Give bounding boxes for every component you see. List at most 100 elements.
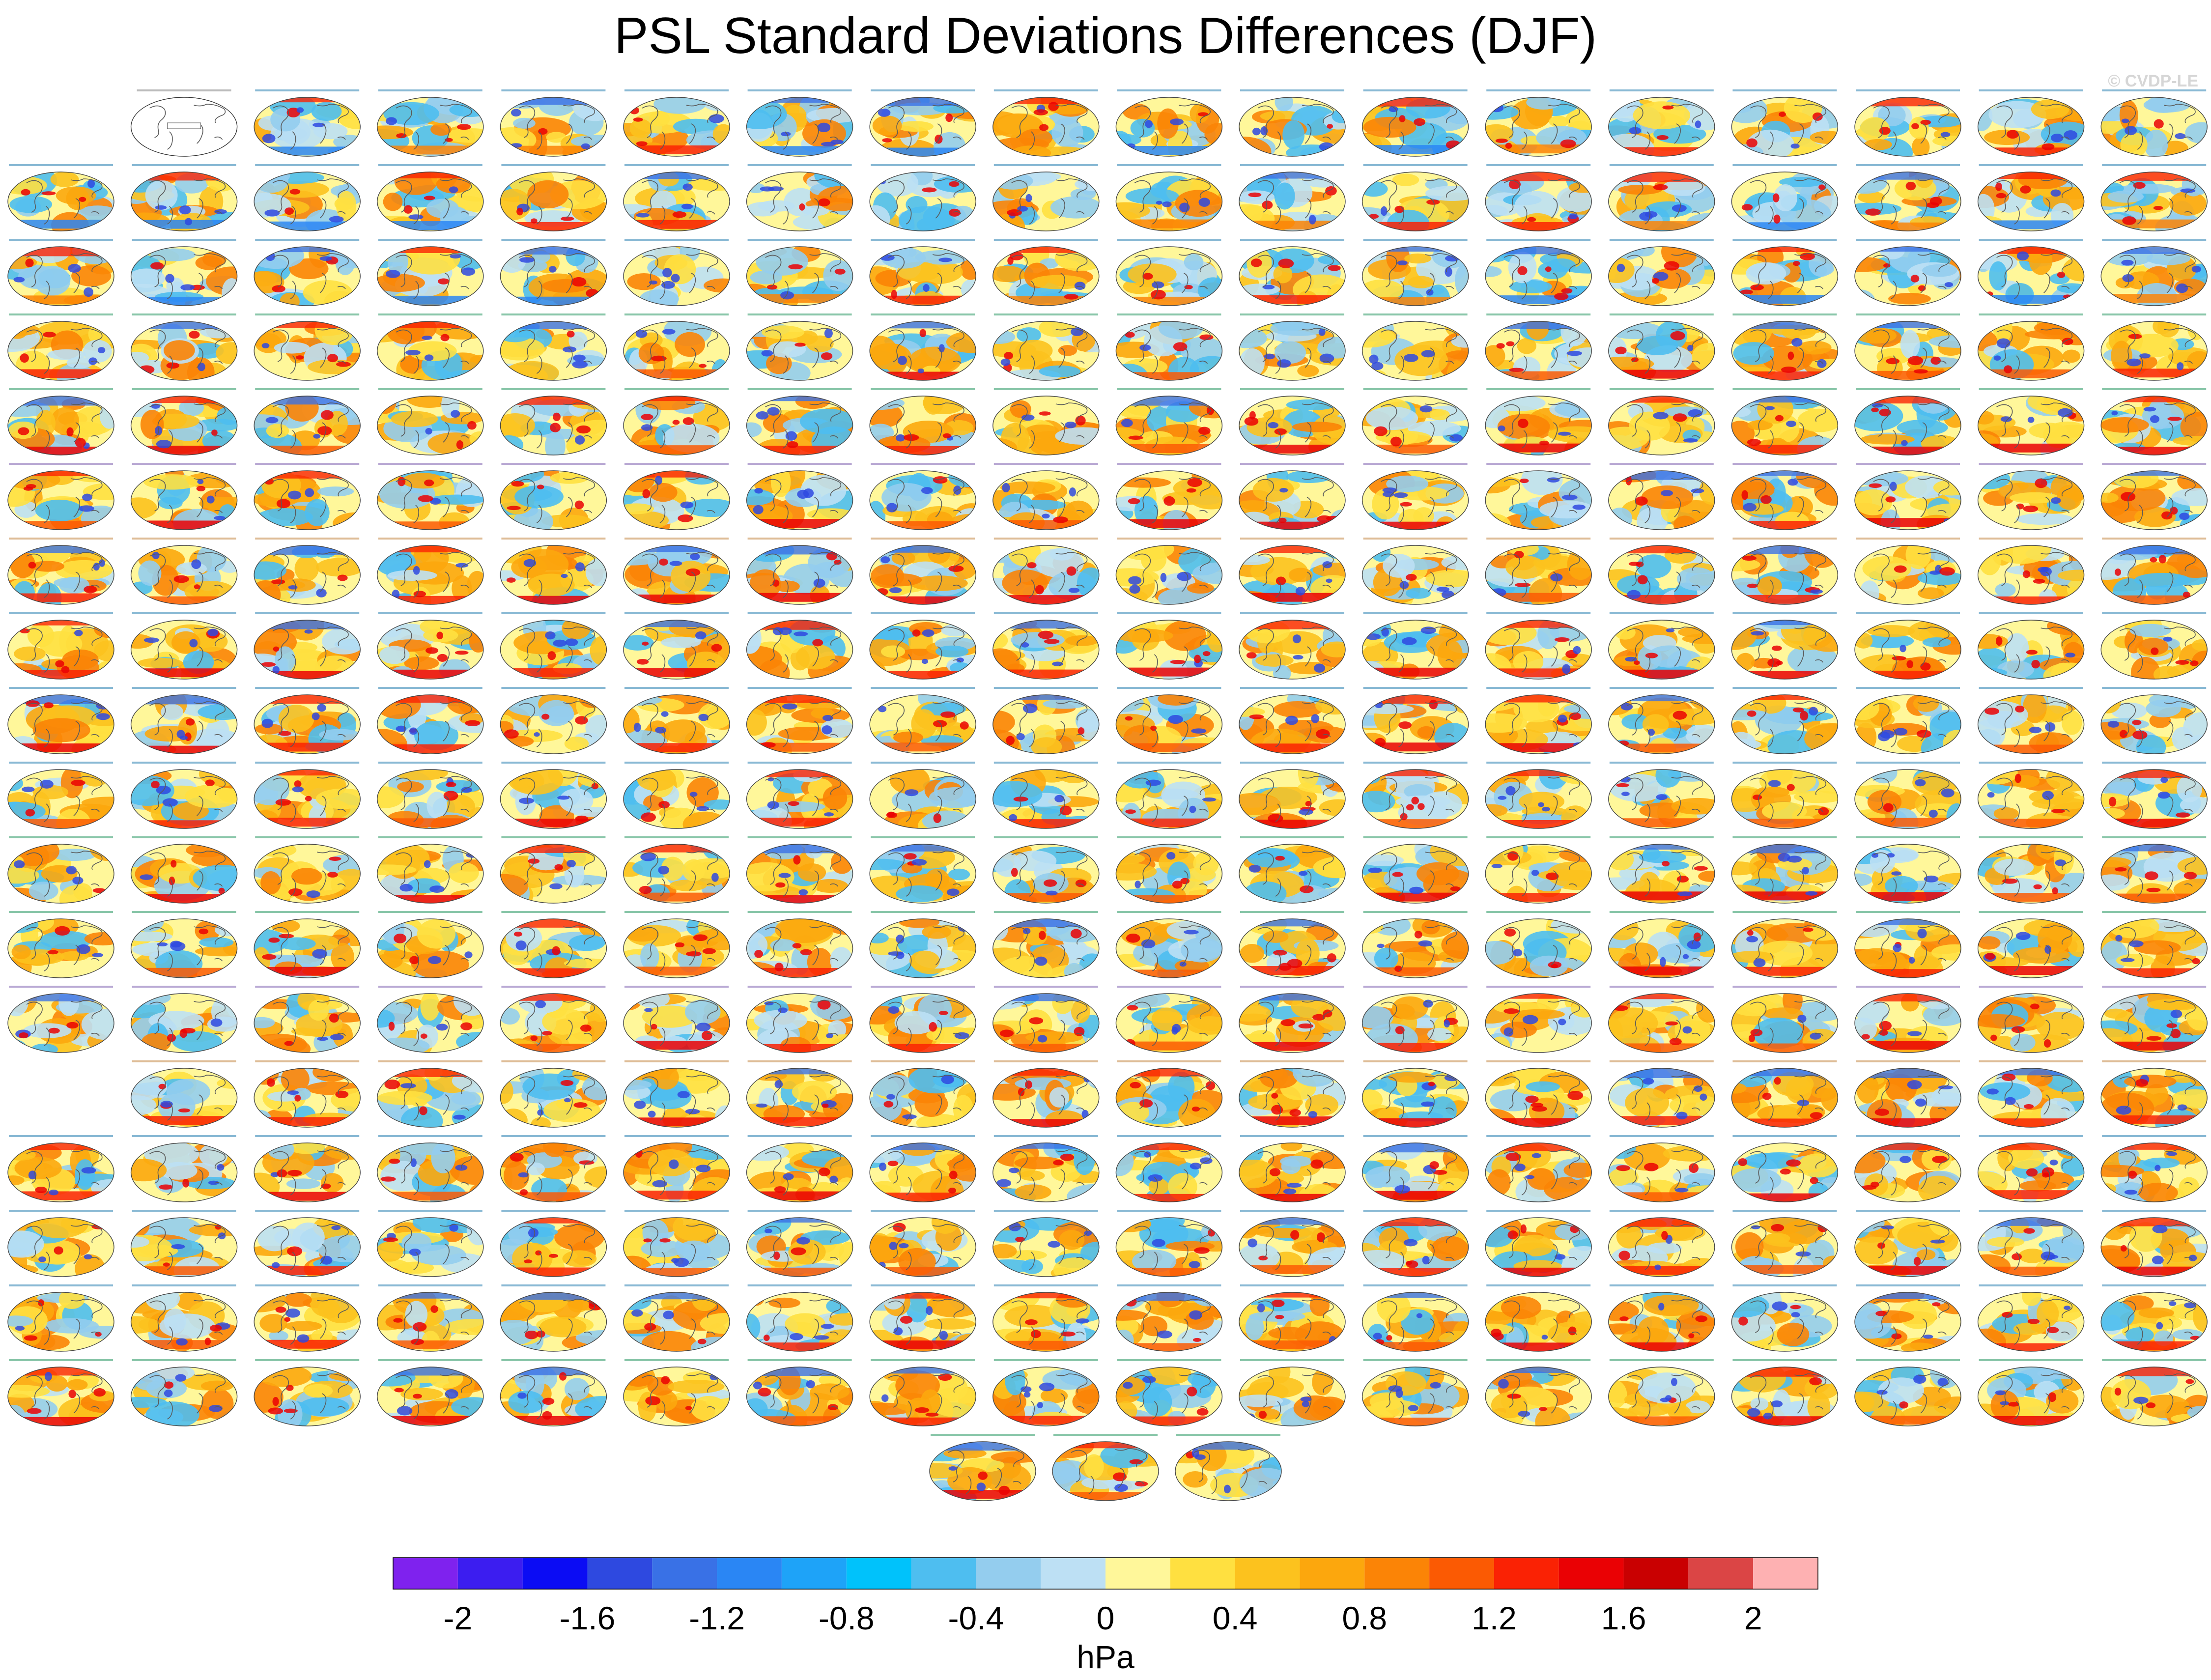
map-panel bbox=[992, 687, 1100, 754]
panel-header bbox=[378, 911, 482, 913]
panel-header bbox=[1486, 164, 1591, 166]
panel-header bbox=[378, 836, 482, 838]
map-panel bbox=[2100, 687, 2208, 754]
panel-header bbox=[255, 388, 360, 390]
panel-header bbox=[747, 388, 852, 390]
map-panel bbox=[746, 313, 853, 381]
map-panel bbox=[130, 538, 238, 605]
panel-header bbox=[1363, 762, 1468, 764]
panel-header bbox=[624, 1284, 729, 1286]
panel-header bbox=[132, 1210, 236, 1212]
panel-header bbox=[255, 1210, 360, 1212]
panel-header bbox=[9, 164, 113, 166]
panel-header bbox=[1609, 388, 1714, 390]
panel-header bbox=[1240, 1284, 1344, 1286]
panel-header bbox=[9, 986, 113, 988]
colorbar-swatch bbox=[652, 1558, 717, 1589]
map-panel bbox=[869, 1060, 976, 1128]
panel-header bbox=[2102, 1060, 2207, 1062]
map-panel bbox=[1361, 687, 1469, 754]
panel-header bbox=[132, 538, 236, 540]
map-panel bbox=[1361, 836, 1469, 904]
map-panel bbox=[1854, 762, 1961, 829]
panel-header bbox=[501, 687, 606, 689]
panel-header bbox=[993, 1284, 1098, 1286]
colorbar-swatch bbox=[393, 1558, 458, 1589]
panel-header bbox=[501, 911, 606, 913]
map-panel bbox=[500, 89, 607, 157]
panel-header bbox=[747, 986, 852, 988]
panel-header bbox=[1732, 1210, 1837, 1212]
panel-header bbox=[1117, 1210, 1221, 1212]
panel-header bbox=[1240, 762, 1344, 764]
panel-header bbox=[2102, 762, 2207, 764]
panel-header bbox=[501, 1359, 606, 1361]
panel-header bbox=[132, 313, 236, 315]
panel-header bbox=[378, 612, 482, 614]
panel-header bbox=[1609, 164, 1714, 166]
map-panel bbox=[869, 1210, 976, 1277]
colorbar-swatch bbox=[457, 1558, 523, 1589]
panel-header bbox=[1979, 89, 2083, 91]
colorbar-tick-label: 0.4 bbox=[1213, 1600, 1258, 1636]
panel-header bbox=[1117, 313, 1221, 315]
panel-header bbox=[1117, 836, 1221, 838]
panel-header bbox=[255, 1060, 360, 1062]
panel-header bbox=[1486, 836, 1591, 838]
map-panel bbox=[1977, 986, 2085, 1053]
map-panel bbox=[1731, 463, 1839, 530]
panel-header bbox=[871, 164, 975, 166]
panel-header bbox=[1732, 1135, 1837, 1137]
panel-header bbox=[1979, 239, 2083, 241]
panel-header bbox=[871, 239, 975, 241]
panel-header bbox=[132, 239, 236, 241]
map-panel bbox=[2100, 388, 2208, 456]
map-panel bbox=[377, 164, 484, 231]
panel-header bbox=[378, 164, 482, 166]
panel-header bbox=[871, 836, 975, 838]
panel-header bbox=[747, 836, 852, 838]
panel-header bbox=[1240, 313, 1344, 315]
panel-header bbox=[1609, 1284, 1714, 1286]
panel-header bbox=[871, 762, 975, 764]
map-panel bbox=[1485, 538, 1592, 605]
panel-header bbox=[2102, 89, 2207, 91]
map-panel bbox=[1485, 687, 1592, 754]
panel-header bbox=[624, 538, 729, 540]
map-panel bbox=[1485, 463, 1592, 530]
map-panel bbox=[1485, 1210, 1592, 1277]
map-panel bbox=[1608, 538, 1715, 605]
panel-header bbox=[1117, 164, 1221, 166]
panel-header bbox=[2102, 1284, 2207, 1286]
panel-header bbox=[132, 836, 236, 838]
map-panel bbox=[254, 1210, 361, 1277]
map-panel bbox=[1239, 986, 1346, 1053]
panel-header bbox=[255, 1359, 360, 1361]
map-panel bbox=[992, 538, 1100, 605]
panel-header bbox=[1117, 911, 1221, 913]
panel-header bbox=[1856, 762, 1960, 764]
map-panel bbox=[377, 239, 484, 306]
panel-header bbox=[1609, 612, 1714, 614]
map-panel bbox=[130, 1135, 238, 1202]
colorbar-swatch bbox=[1041, 1558, 1106, 1589]
panel-header bbox=[1240, 612, 1344, 614]
panel-header bbox=[132, 986, 236, 988]
colorbar-swatch bbox=[717, 1558, 782, 1589]
panel-header bbox=[1117, 687, 1221, 689]
map-panel bbox=[992, 1210, 1100, 1277]
panel-header bbox=[624, 911, 729, 913]
panel-header bbox=[1486, 762, 1591, 764]
map-panel bbox=[1977, 463, 2085, 530]
panel-header bbox=[1240, 239, 1344, 241]
panel-header bbox=[993, 1060, 1098, 1062]
map-panel bbox=[1485, 89, 1592, 157]
panel-header bbox=[2102, 986, 2207, 988]
panel-header bbox=[255, 89, 360, 91]
panel-header bbox=[1979, 1210, 2083, 1212]
panel-header bbox=[1363, 1060, 1468, 1062]
colorbar-swatch bbox=[911, 1558, 976, 1589]
panel-header bbox=[255, 1135, 360, 1137]
panel-header bbox=[1363, 687, 1468, 689]
